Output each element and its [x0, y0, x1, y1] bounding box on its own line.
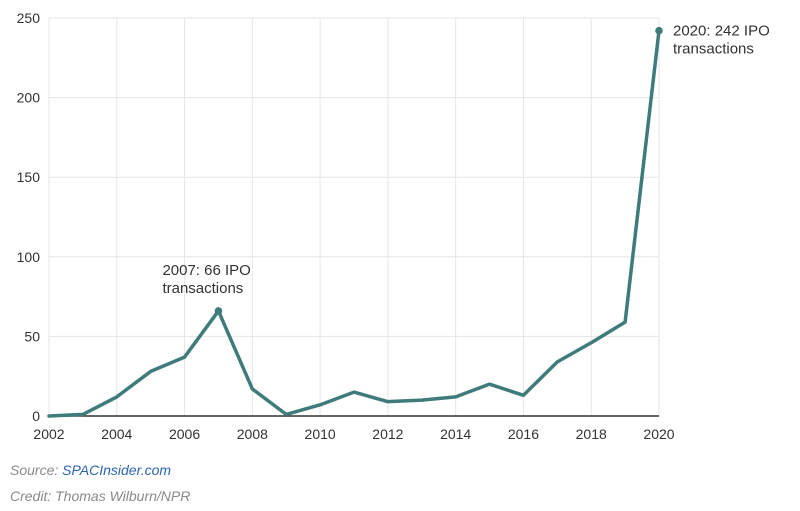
annotation-marker	[655, 26, 663, 35]
y-tick-label: 100	[17, 249, 41, 265]
credit-note: Credit: Thomas Wilburn/NPR	[10, 488, 191, 504]
source-note: Source: SPACInsider.com	[10, 462, 171, 478]
y-tick-label: 250	[17, 10, 41, 26]
x-tick-label: 2004	[101, 426, 132, 442]
gridlines	[48, 17, 660, 416]
x-tick-label: 2008	[237, 426, 268, 442]
source-prefix: Source:	[10, 462, 63, 478]
y-tick-label: 50	[24, 328, 40, 344]
x-tick-label: 2014	[440, 426, 471, 442]
x-tick-label: 2020	[643, 426, 674, 442]
y-tick-label: 200	[17, 90, 41, 106]
axes: 2002 2004 2006 2008 2010 2012 2014 2016 2018 2020…	[17, 10, 675, 442]
x-tick-label: 2010	[305, 426, 336, 442]
y-tick-label: 150	[17, 169, 41, 185]
annotation-marker	[214, 307, 223, 315]
ipo-line-chart: 2002 2004 2006 2008 2010 2012 2014 2016 2018 2020…	[17, 10, 770, 442]
x-tick-label: 2006	[169, 426, 200, 442]
x-tick-label: 2002	[33, 426, 64, 442]
series-line	[47, 28, 661, 418]
annotation-label: 2020: 242 IPO	[673, 23, 770, 40]
annotation-label: transactions	[162, 280, 243, 297]
annotation-label: 2007: 66 IPO	[162, 262, 250, 279]
series	[47, 28, 661, 418]
x-tick-label: 2018	[576, 426, 607, 442]
annotation-label: transactions	[673, 41, 754, 58]
source-link[interactable]: SPACInsider.com	[62, 462, 172, 478]
x-tick-label: 2012	[372, 426, 403, 442]
x-tick-label: 2016	[508, 426, 539, 442]
y-tick-label: 0	[32, 408, 40, 424]
